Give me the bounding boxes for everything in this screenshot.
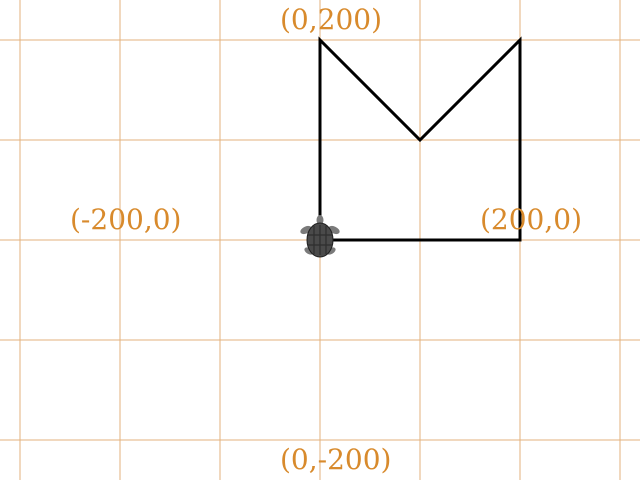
turtle-icon-part	[308, 225, 332, 255]
coord-label-left: (-200,0)	[70, 203, 182, 236]
turtle-icon-part	[316, 215, 324, 225]
coord-label-top: (0,200)	[280, 3, 383, 36]
drawn-path	[318, 36, 522, 242]
coord-label-bottom: (0,-200)	[280, 443, 392, 476]
turtle-icon	[300, 215, 340, 258]
coord-label-right: (200,0)	[480, 203, 583, 236]
